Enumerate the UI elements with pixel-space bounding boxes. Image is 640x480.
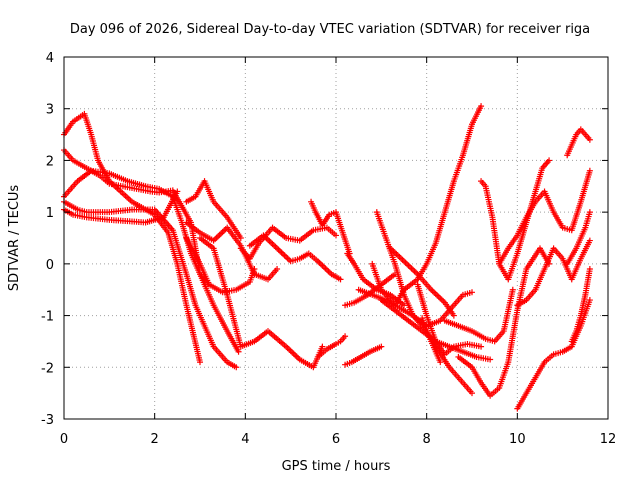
- x-tick-labels: 0 2 4 6 8 10 12: [60, 432, 616, 447]
- x-axis-label: GPS time / hours: [282, 459, 391, 474]
- data-point: [586, 297, 593, 304]
- x-tick-label: 8: [423, 432, 431, 447]
- data-point: [586, 237, 593, 244]
- data-point: [274, 266, 281, 273]
- series-sat-o: [342, 343, 385, 368]
- series-sat-x: [441, 286, 516, 345]
- series-sat-f: [183, 178, 244, 241]
- data-point: [586, 136, 593, 143]
- data-point: [174, 188, 181, 195]
- chart-title: Day 096 of 2026, Sidereal Day-to-day VTE…: [70, 22, 590, 37]
- series-sat-af: [564, 209, 593, 267]
- series-sat-z: [478, 157, 553, 283]
- series-sat-i: [197, 235, 326, 371]
- y-tick-label: 2: [46, 154, 54, 169]
- data-point: [478, 343, 485, 350]
- y-tick-label: 3: [46, 103, 54, 118]
- series-sat-e: [61, 110, 203, 366]
- y-tick-label: -3: [41, 413, 54, 428]
- data-point: [437, 359, 444, 366]
- data-point: [378, 343, 385, 350]
- data-point: [478, 103, 485, 110]
- data-points: [61, 103, 593, 412]
- series-sat-d: [61, 198, 240, 371]
- series-sat-ae: [568, 266, 593, 345]
- axis-ticks: [63, 56, 609, 420]
- series-sat-v: [414, 281, 485, 358]
- series-sat-y: [455, 245, 553, 399]
- data-point: [509, 286, 516, 293]
- data-point: [469, 289, 475, 296]
- data-point: [450, 312, 457, 319]
- y-tick-label: 4: [46, 51, 54, 66]
- data-point: [333, 232, 339, 239]
- series-sat-c: [61, 188, 181, 226]
- data-point: [546, 157, 553, 164]
- series-sat-j: [237, 224, 339, 262]
- series-sat-w: [419, 315, 444, 366]
- data-point: [586, 209, 593, 216]
- data-point: [237, 235, 244, 241]
- x-tick-label: 12: [600, 432, 617, 447]
- data-point: [586, 167, 593, 174]
- series-sat-aa: [496, 167, 593, 267]
- y-axis-label: SDTVAR / TECUs: [7, 185, 22, 292]
- y-tick-label: -1: [41, 310, 54, 325]
- x-tick-label: 0: [60, 432, 68, 447]
- data-point: [487, 356, 494, 363]
- series-sat-l: [314, 333, 349, 360]
- data-point: [319, 343, 326, 350]
- series-sat-g: [183, 235, 258, 296]
- series-sat-ad: [564, 126, 593, 159]
- data-point: [233, 364, 240, 371]
- x-tick-label: 6: [332, 432, 340, 447]
- data-point: [235, 348, 242, 355]
- data-point: [337, 276, 344, 283]
- y-tick-label: -2: [41, 361, 54, 376]
- x-tick-label: 2: [151, 432, 159, 447]
- data-point: [469, 390, 475, 397]
- series-sat-u: [387, 245, 457, 319]
- series-sat-m: [308, 198, 353, 257]
- data-point: [342, 333, 349, 340]
- series-sat-b: [61, 167, 213, 288]
- x-tick-label: 10: [509, 432, 526, 447]
- y-tick-labels: 4 3 2 1 0 -1 -2 -3: [41, 51, 54, 428]
- y-tick-label: 0: [46, 258, 54, 273]
- series-sat-ac: [514, 237, 593, 309]
- y-tick-label: 1: [46, 206, 54, 221]
- x-tick-label: 4: [241, 432, 249, 447]
- series-sat-q: [355, 286, 475, 329]
- data-point: [586, 266, 593, 273]
- series-sat-h: [183, 219, 281, 283]
- series-sat-k: [246, 232, 344, 283]
- data-point: [197, 359, 203, 366]
